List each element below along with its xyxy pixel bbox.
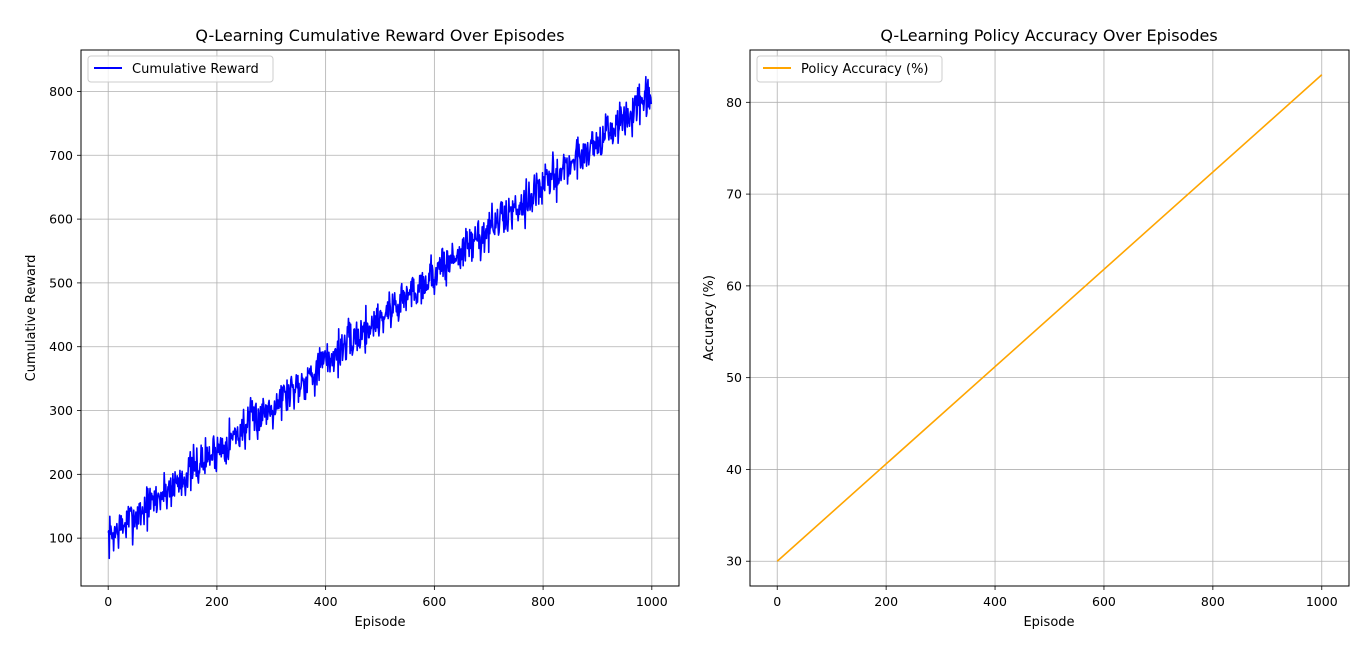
accuracy-x-tick-label: 200 [874,594,898,609]
accuracy-plot-frame [749,49,1350,587]
reward-plot-frame [80,49,680,587]
accuracy-x-tick-label: 800 [1201,594,1225,609]
reward-legend-label: Cumulative Reward [132,62,259,77]
reward-chart-title: Q-Learning Cumulative Reward Over Episod… [195,26,564,45]
reward-y-tick-label: 600 [49,212,73,227]
accuracy-ticks: 0 200 400 600 800 1000 30 40 50 60 70 80 [726,95,1338,609]
accuracy-y-tick-label: 30 [726,554,742,569]
reward-y-tick-label: 500 [49,275,73,290]
reward-legend-box [87,55,274,83]
accuracy-y-tick-label: 70 [726,187,742,202]
reward-x-tick-label: 400 [314,594,338,609]
accuracy-y-tick-label: 60 [726,278,742,293]
accuracy-y-tick-label: 50 [726,370,742,385]
reward-x-tick-label: 800 [531,594,555,609]
accuracy-y-axis-label: Accuracy (%) [702,275,717,361]
accuracy-legend-box [756,55,943,83]
reward-x-tick-label: 600 [422,594,446,609]
reward-y-tick-label: 800 [49,84,73,99]
reward-x-tick-label: 0 [104,594,112,609]
accuracy-y-tick-label: 80 [726,95,742,110]
accuracy-x-axis-label: Episode [1023,615,1074,630]
accuracy-x-tick-label: 0 [773,594,781,609]
reward-x-tick-label: 1000 [636,594,668,609]
reward-series-line [107,75,653,560]
accuracy-legend: Policy Accuracy (%) [756,55,943,83]
reward-y-axis-label: Cumulative Reward [24,255,39,382]
reward-y-tick-label: 200 [49,467,73,482]
accuracy-x-tick-label: 600 [1092,594,1116,609]
reward-series [107,75,653,560]
accuracy-x-tick-label: 1000 [1306,594,1338,609]
accuracy-chart: Q-Learning Policy Accuracy Over Episodes… [702,26,1350,630]
reward-y-tick-label: 300 [49,403,73,418]
reward-x-axis-label: Episode [354,615,405,630]
accuracy-y-tick-label: 40 [726,462,742,477]
reward-chart: Q-Learning Cumulative Reward Over Episod… [24,26,680,630]
accuracy-legend-label: Policy Accuracy (%) [801,62,929,77]
accuracy-chart-title: Q-Learning Policy Accuracy Over Episodes [880,26,1217,45]
accuracy-series-line [776,74,1323,562]
accuracy-grid [750,50,1349,586]
reward-legend: Cumulative Reward [87,55,274,83]
reward-ticks: 0 200 400 600 800 1000 100 200 300 400 500 600 700 80… [49,84,668,609]
accuracy-series [776,74,1323,562]
reward-y-tick-label: 400 [49,339,73,354]
reward-y-tick-label: 700 [49,148,73,163]
accuracy-x-tick-label: 400 [983,594,1007,609]
reward-x-tick-label: 200 [205,594,229,609]
reward-y-tick-label: 100 [49,531,73,546]
